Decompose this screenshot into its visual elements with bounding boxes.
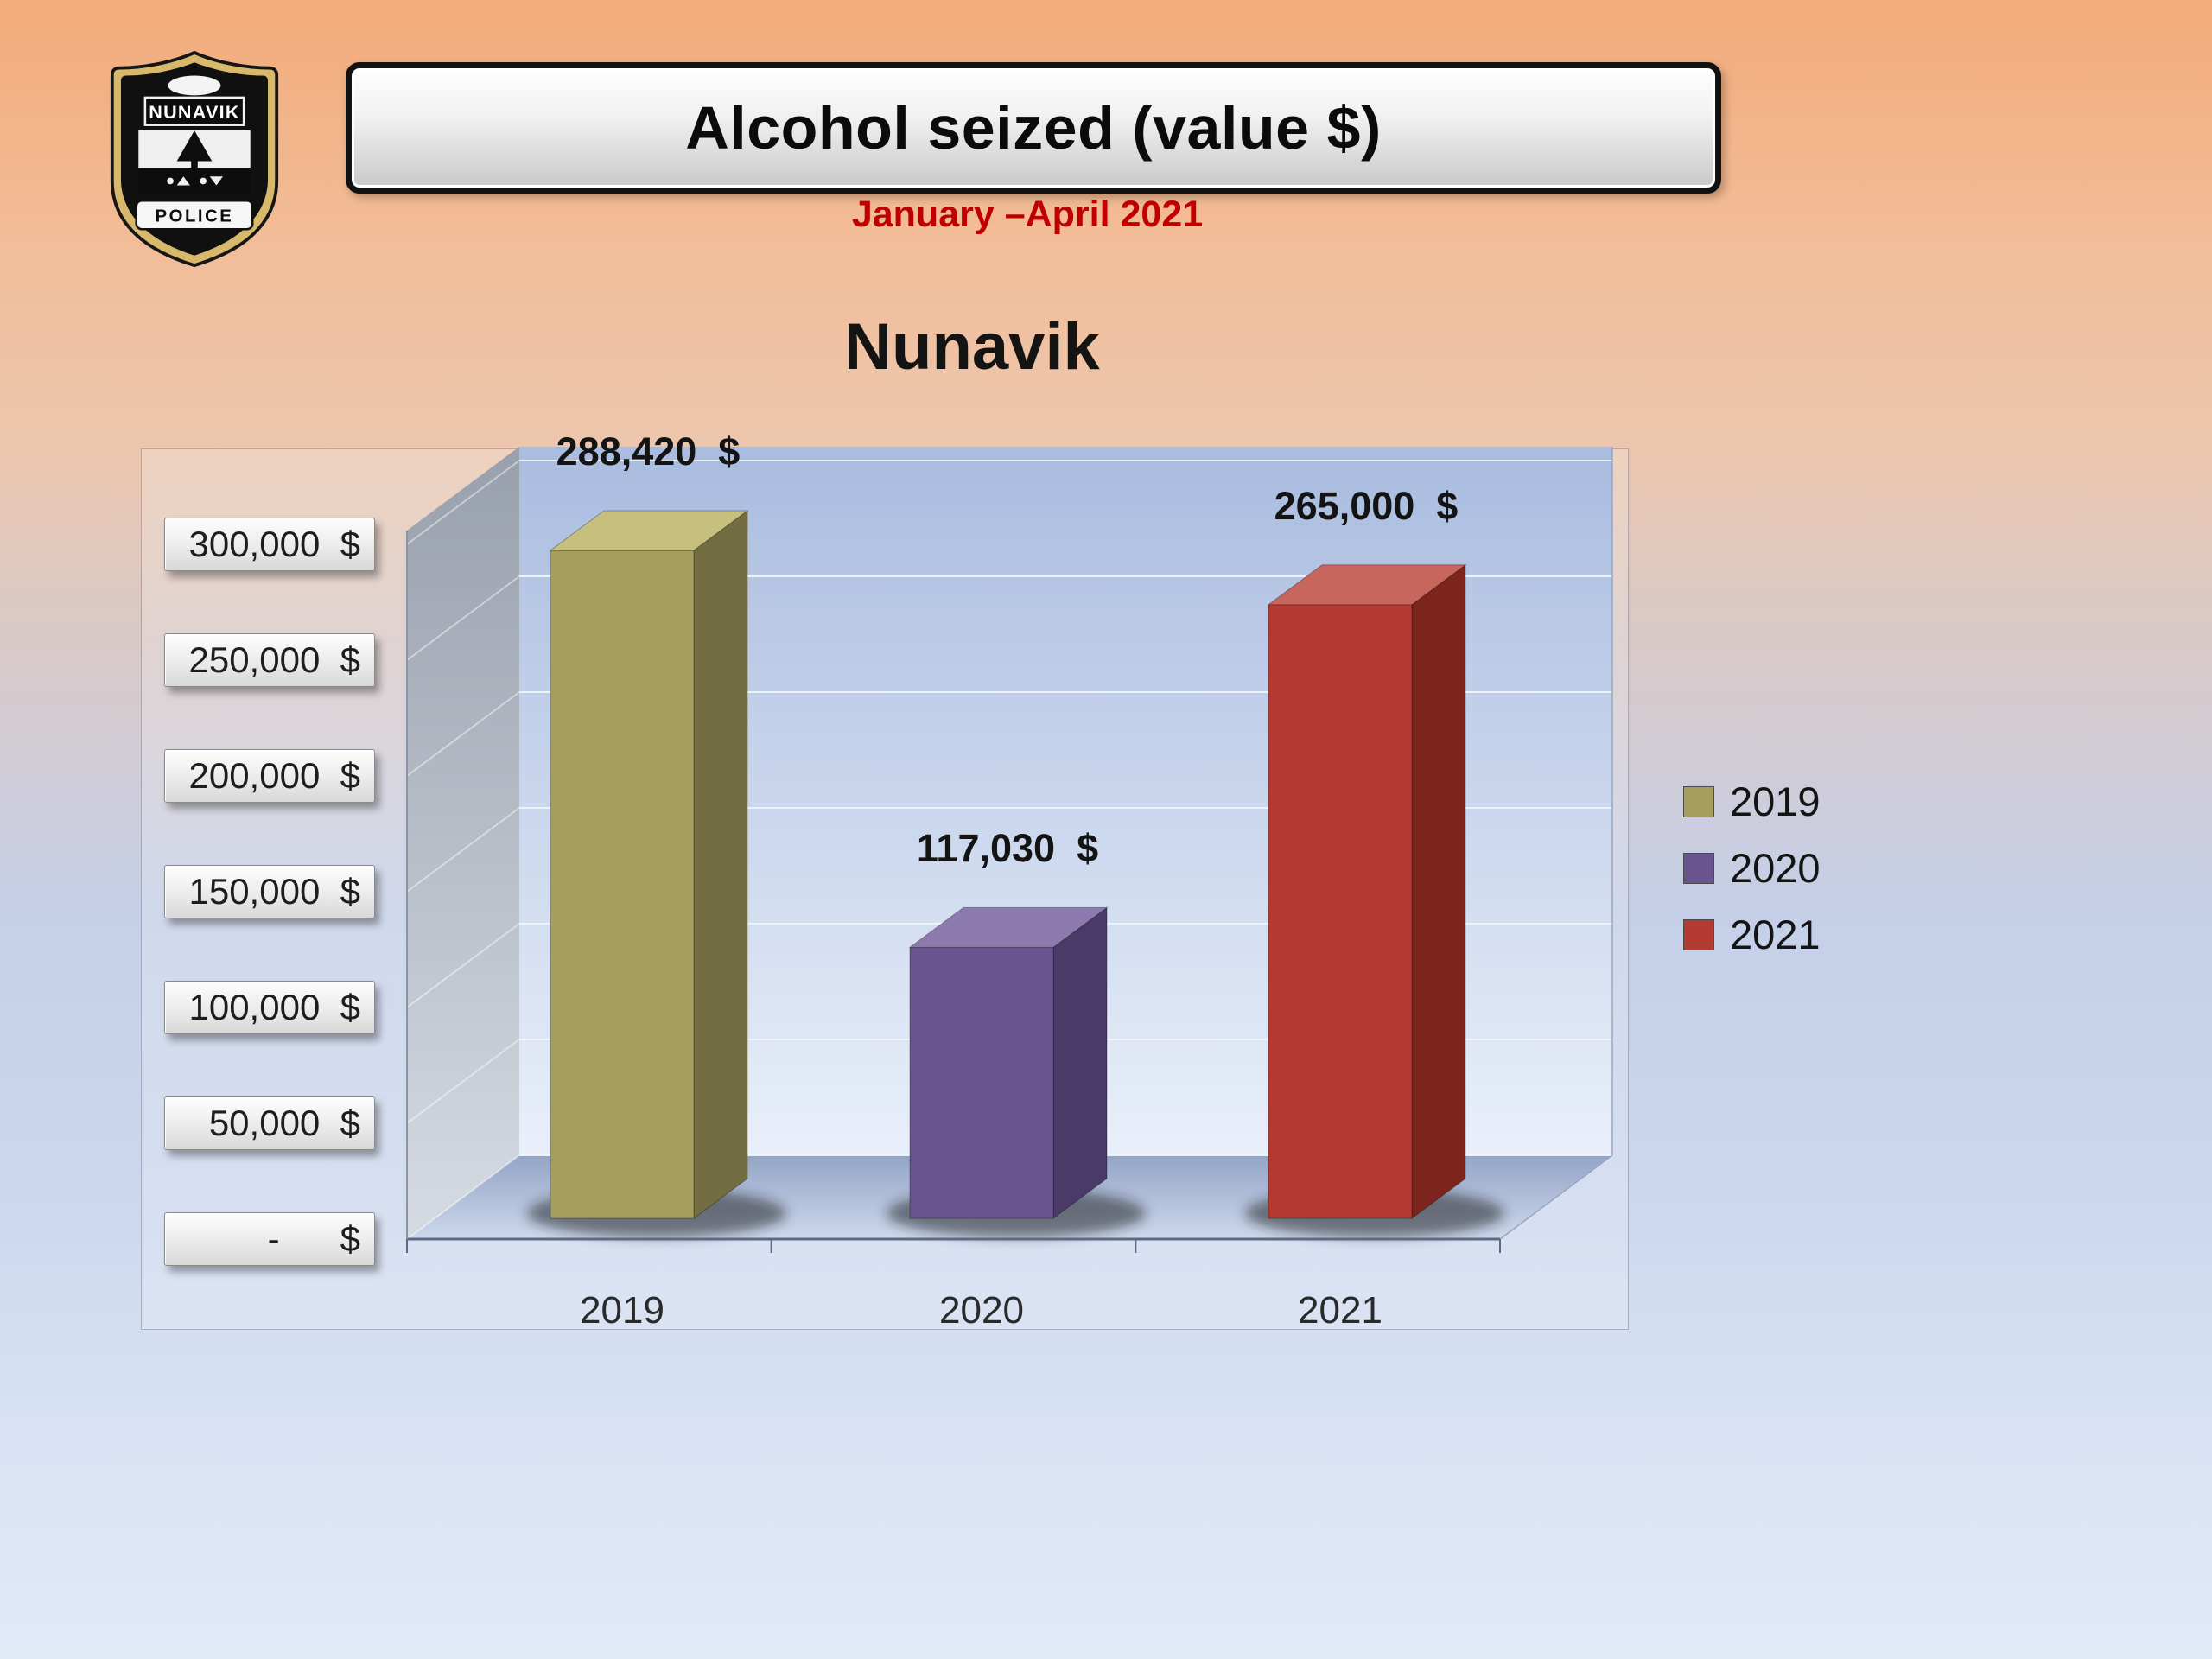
- badge-name-text: NUNAVIK: [149, 101, 240, 123]
- chart-title: Nunavik: [844, 310, 1100, 384]
- chart-legend: 2019 2020 2021: [1683, 778, 1821, 958]
- chart-panel: [141, 448, 1629, 1330]
- nunavik-police-badge: NUNAVIK POLICE: [110, 50, 279, 268]
- polar-bear-icon: [168, 75, 221, 96]
- badge-name-band: [143, 96, 245, 126]
- legend-item-2019: 2019: [1683, 778, 1821, 825]
- syllabic-mark: [209, 176, 223, 186]
- slide-subtitle: January –April 2021: [851, 194, 1204, 235]
- syllabic-mark: [200, 177, 207, 185]
- tree-trunk: [191, 159, 198, 168]
- legend-swatch: [1683, 852, 1714, 884]
- syllabic-mark: [176, 176, 190, 186]
- tree-icon: [176, 130, 213, 162]
- legend-label: 2021: [1730, 912, 1821, 957]
- badge-ribbon: [135, 199, 254, 231]
- legend-swatch: [1683, 918, 1714, 950]
- badge-ribbon-text: POLICE: [156, 207, 234, 226]
- slide-title-box: Alcohol seized (value $): [346, 62, 1721, 194]
- slide-title: Alcohol seized (value $): [685, 94, 1382, 162]
- syllabic-mark: [167, 177, 174, 185]
- badge-ground: [138, 168, 251, 194]
- legend-label: 2020: [1730, 845, 1821, 891]
- legend-swatch: [1683, 785, 1714, 817]
- legend-label: 2019: [1730, 779, 1821, 824]
- legend-item-2021: 2021: [1683, 911, 1821, 958]
- legend-item-2020: 2020: [1683, 844, 1821, 892]
